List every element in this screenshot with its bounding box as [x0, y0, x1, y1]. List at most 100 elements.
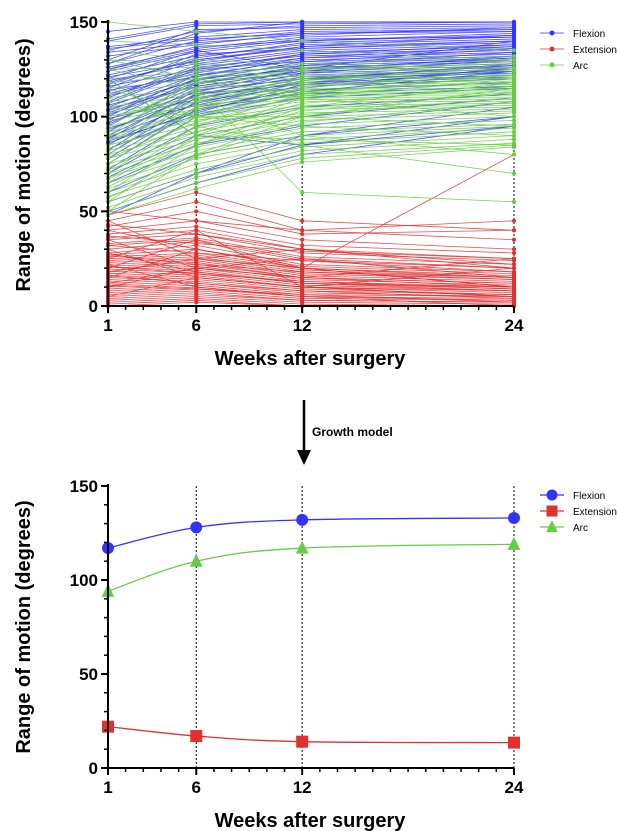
arc-subject-line [107, 67, 515, 131]
x-ticks: 1 6 12 24 [103, 306, 524, 335]
extension-subject-line [107, 258, 515, 288]
arc-model-curve [107, 543, 515, 592]
arc-point [511, 65, 517, 70]
arc-point [194, 120, 199, 125]
extension-point [194, 275, 199, 280]
arrow-head [297, 450, 311, 465]
legend-item-flexion: Flexion [540, 29, 605, 40]
legend-marker [549, 46, 555, 52]
extension-point [511, 262, 517, 267]
arc-point [511, 99, 517, 104]
arc-subject-line [107, 99, 514, 133]
legend-label: Extension [573, 507, 617, 518]
arc-subject-line [107, 95, 514, 121]
arc-point [511, 61, 517, 66]
extension-subject-line [107, 252, 515, 277]
y-tick-label: 100 [70, 571, 98, 590]
arc-point [194, 86, 199, 91]
extension-model-curve [107, 725, 515, 744]
extension-point [511, 237, 517, 242]
extension-point [300, 269, 305, 275]
arc-point [300, 156, 305, 161]
arc-point [511, 57, 517, 62]
flexion-point [511, 44, 517, 49]
extension-subject-line [107, 280, 515, 296]
extension-point [194, 190, 199, 195]
arc-point [300, 190, 305, 195]
arc-subject-line [107, 21, 515, 51]
extension-point [194, 241, 199, 246]
legend-item-flexion: Flexion [540, 489, 605, 502]
arc-point [300, 120, 305, 125]
arc-point [194, 137, 199, 142]
arc-subject-line [107, 59, 515, 118]
extension-subject-line [107, 256, 515, 278]
x-tick-label: 12 [293, 778, 312, 797]
arc-subject-line [107, 97, 515, 188]
arc-point [300, 84, 305, 89]
arc-point [194, 110, 199, 115]
extension-subject-line [107, 275, 515, 299]
arc-point [511, 89, 517, 95]
extension-point [300, 288, 305, 293]
arc-point [300, 137, 305, 142]
flexion-point-week-12 [296, 513, 309, 526]
arc-point [300, 67, 305, 72]
arc-point [300, 152, 305, 157]
legend-label: Extension [573, 45, 617, 56]
legend: Flexion Extension Arc [540, 489, 617, 534]
arc-point [194, 175, 199, 180]
extension-subject-line [107, 248, 515, 273]
series-arc [105, 19, 517, 218]
extension-point [300, 218, 305, 223]
arc-point [194, 148, 199, 153]
y-tick-label: 150 [70, 13, 98, 32]
arc-point [511, 53, 517, 59]
arc-subject-line [107, 63, 515, 127]
extension-subject-line [107, 258, 515, 280]
arc-point [194, 129, 199, 134]
extension-subject-line [107, 220, 515, 250]
y-ticks: 0 50 100 150 [70, 477, 108, 778]
model-curves [101, 511, 521, 749]
flexion-subject-line [107, 21, 515, 42]
extension-point [300, 247, 305, 252]
arc-point [511, 133, 517, 138]
legend-item-extension: Extension [540, 45, 617, 56]
flexion-model-curve [107, 517, 515, 549]
extension-subject-line [107, 263, 515, 284]
arc-point [511, 142, 517, 148]
extension-point [194, 281, 199, 286]
arc-point [194, 180, 199, 186]
extension-point [194, 262, 199, 267]
arc-point [194, 76, 199, 81]
arrow-label: Growth model [312, 425, 393, 439]
extension-point [511, 256, 517, 261]
arc-point [194, 80, 199, 85]
arc-point [194, 91, 199, 97]
extension-point [194, 256, 199, 261]
extension-subject-line [107, 239, 515, 269]
arc-point [300, 160, 305, 165]
arc-point [300, 148, 305, 153]
x-tick-label: 12 [293, 316, 312, 335]
arc-point [194, 29, 199, 34]
flexion-point-week-6 [190, 521, 203, 534]
extension-point [511, 228, 517, 233]
extension-point-week-6 [190, 730, 203, 743]
extension-subject-line [107, 201, 515, 231]
extension-subject-line [107, 210, 515, 235]
extension-subject-line [107, 191, 515, 231]
arc-point [194, 57, 199, 62]
y-axis-title: Range of motion (degrees) [13, 38, 35, 291]
arc-subject-line [107, 84, 515, 99]
arc-subject-line [107, 68, 515, 174]
x-ticks: 1 6 12 24 [103, 768, 524, 797]
flexion-subject-line [107, 34, 515, 70]
flexion-point [194, 48, 199, 53]
series-arc [101, 536, 521, 597]
growth-model-chart: 0 50 100 150 1 6 12 24 Range of motion (degree… [13, 477, 617, 831]
arc-subject-line [107, 82, 515, 203]
flexion-point [194, 21, 199, 26]
legend-item-arc: Arc [540, 520, 588, 534]
